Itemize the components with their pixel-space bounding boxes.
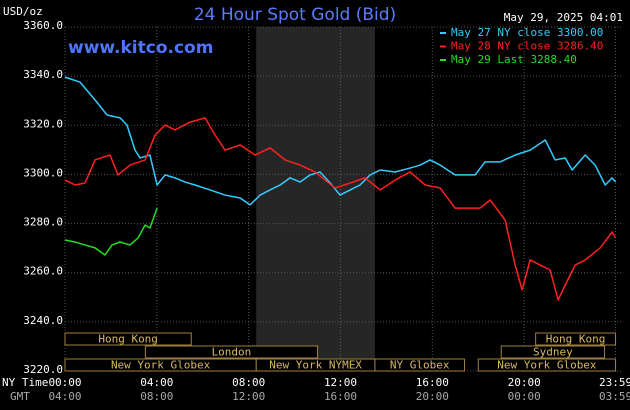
legend-label: May 28 NY close 3286.40 — [451, 40, 603, 53]
session-box — [374, 358, 465, 372]
session-box — [477, 358, 617, 372]
session-shade — [256, 27, 375, 371]
y-tick-label: 3220.0 — [23, 363, 63, 376]
session-label: NY Globex — [390, 359, 450, 372]
site-label: www.kitco.com — [68, 38, 213, 58]
y-tick-label: 3300.0 — [23, 166, 63, 179]
grid-layer — [64, 26, 622, 372]
legend-label: May 29 Last 3288.40 — [451, 53, 577, 66]
y-tick-label: 3340.0 — [23, 68, 63, 81]
lines-layer — [64, 76, 617, 301]
x-tick-label: 12:00 — [324, 376, 357, 389]
session-label: New York Globex — [497, 359, 597, 372]
x2-tick-label: 00:00 — [508, 390, 541, 403]
session-box — [144, 345, 319, 359]
session-label: Hong Kong — [546, 333, 606, 346]
x2-axis-label: GMT — [10, 390, 30, 403]
series-line — [64, 76, 617, 206]
x2-tick-label: 08:00 — [140, 390, 173, 403]
series-line — [64, 117, 617, 301]
session-box — [535, 332, 617, 346]
y-tick-label: 3360.0 — [23, 19, 63, 32]
x2-tick-label: 04:00 — [48, 390, 81, 403]
x-tick-label: 20:00 — [508, 376, 541, 389]
x2-tick-label: 16:00 — [324, 390, 357, 403]
y-tick-label: 3280.0 — [23, 216, 63, 229]
y-tick-label: 3320.0 — [23, 117, 63, 130]
series-line — [64, 207, 158, 256]
x2-tick-label: 12:00 — [232, 390, 265, 403]
y-tick-label: 3260.0 — [23, 265, 63, 278]
y-axis-label: USD/oz — [3, 5, 43, 18]
x-tick-label: 08:00 — [232, 376, 265, 389]
y-tick-label: 3240.0 — [23, 314, 63, 327]
legend-label: May 27 NY close 3300.00 — [451, 26, 603, 39]
x2-tick-label: 20:00 — [416, 390, 449, 403]
session-label: London — [212, 346, 252, 359]
x-tick-label: 16:00 — [416, 376, 449, 389]
x-tick-label: 00:00 — [48, 376, 81, 389]
session-box — [500, 345, 606, 359]
x-tick-label: 04:00 — [140, 376, 173, 389]
shade-layer — [256, 27, 375, 371]
session-box — [64, 332, 192, 346]
x-tick-label: 23:59 — [599, 376, 630, 389]
session-label: Hong Kong — [98, 333, 158, 346]
session-label: Sydney — [533, 346, 573, 359]
timestamp: May 29, 2025 04:01 — [504, 11, 623, 24]
chart-title: 24 Hour Spot Gold (Bid) — [194, 5, 396, 25]
x-axis-label: NY Time — [2, 376, 48, 389]
session-label: New York Globex — [111, 359, 211, 372]
x2-tick-label: 03:59 — [599, 390, 630, 403]
session-label: New York NYMEX — [269, 359, 362, 372]
